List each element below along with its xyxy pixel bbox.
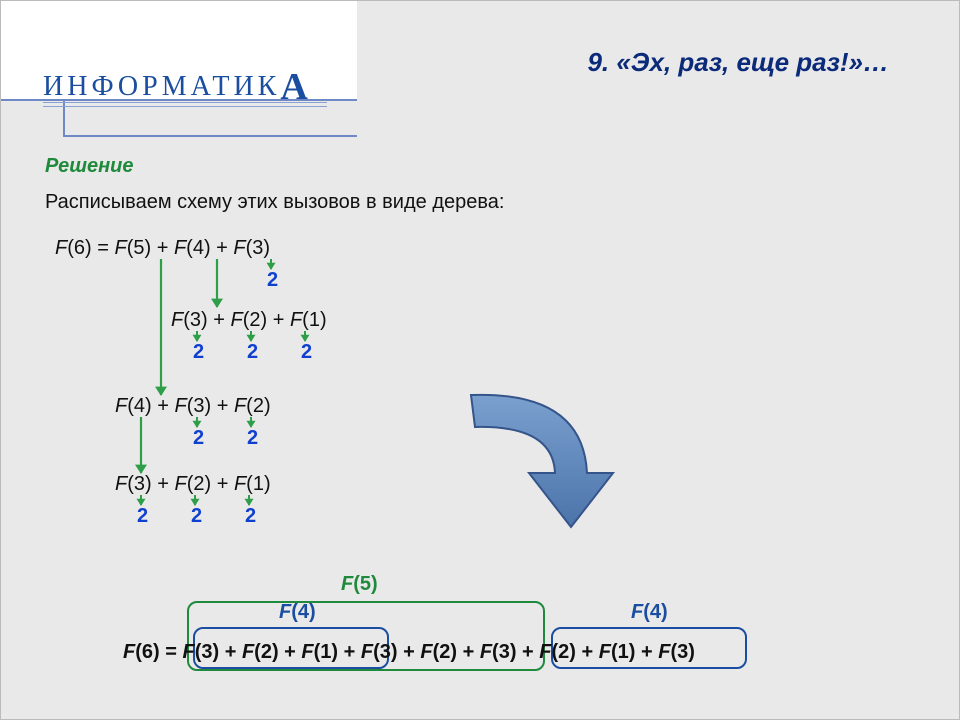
- solution-heading: Решение: [45, 155, 134, 178]
- value-r4-1: 2: [191, 505, 202, 528]
- eq-row4: F(3) + F(2) + F(1): [115, 473, 271, 496]
- value-r2-2: 2: [301, 341, 312, 364]
- slide-title: 9. «Эх, раз, еще раз!»…: [587, 47, 889, 78]
- value-top: 2: [267, 269, 278, 292]
- logo-word: ИНФОРМАТИК: [43, 71, 280, 102]
- logo: ИНФОРМАТИКА: [19, 27, 331, 87]
- eq-top: F(6) = F(5) + F(4) + F(3): [55, 237, 270, 260]
- label-f5: F(5): [341, 573, 378, 596]
- logo-rule-2: [43, 106, 327, 107]
- label-f4-b: F(4): [631, 601, 668, 624]
- slide: ИНФОРМАТИКА 9. «Эх, раз, еще раз!»… Реше…: [0, 0, 960, 720]
- body-text: Расписываем схему этих вызовов в виде де…: [45, 191, 504, 214]
- big-arrow-icon: [441, 381, 621, 531]
- value-r3-0: 2: [193, 427, 204, 450]
- value-r4-2: 2: [245, 505, 256, 528]
- value-r4-0: 2: [137, 505, 148, 528]
- final-equation: F(6) = F(3) + F(2) + F(1) + F(3) + F(2) …: [123, 641, 695, 664]
- eq-row3: F(4) + F(3) + F(2): [115, 395, 271, 418]
- logo-rule-1: [43, 102, 327, 103]
- header-rule-2: [63, 135, 357, 137]
- value-r3-1: 2: [247, 427, 258, 450]
- value-r2-1: 2: [247, 341, 258, 364]
- value-r2-0: 2: [193, 341, 204, 364]
- label-f4-a: F(4): [279, 601, 316, 624]
- eq-row2: F(3) + F(2) + F(1): [171, 309, 327, 332]
